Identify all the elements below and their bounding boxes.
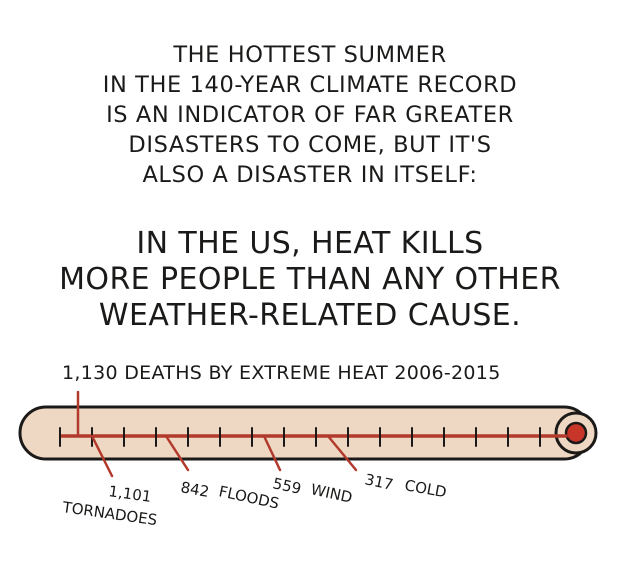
cold-leader-line (326, 434, 358, 472)
tick-marks (59, 427, 541, 447)
intro-line: IS AN INDICATOR OF FAR GREATER (106, 102, 514, 128)
intro-line: THE HOTTEST SUMMER (173, 42, 447, 68)
cold-label: COLD (403, 476, 448, 501)
intro-line: ALSO A DISASTER IN ITSELF: (142, 162, 478, 188)
headline-line: WEATHER-RELATED CAUSE. (98, 298, 522, 333)
wind-value: 559 (271, 474, 303, 498)
intro-line: DISASTERS TO COME, BUT IT'S (128, 132, 492, 158)
floods-value: 842 (179, 478, 210, 501)
leader-lines (76, 390, 358, 478)
floods-leader-line (164, 434, 190, 472)
headline-line: IN THE US, HEAT KILLS (136, 226, 484, 261)
heat-deaths-label: 1,130 DEATHS BY EXTREME HEAT 2006-2015 (62, 362, 501, 384)
headline: IN THE US, HEAT KILLS MORE PEOPLE THAN A… (40, 226, 580, 334)
cold-value: 317 (363, 470, 395, 494)
marker-labels: 1,101 TORNADOES 842 FLOODS 559 WIND 317 … (60, 470, 448, 529)
wind-leader-line (262, 434, 282, 472)
headline-line: MORE PEOPLE THAN ANY OTHER (59, 262, 561, 297)
tornadoes-value: 1,101 (107, 482, 152, 506)
wind-label: WIND (309, 480, 354, 506)
thermometer-tube (18, 405, 592, 461)
intro-text: THE HOTTEST SUMMER IN THE 140-YEAR CLIMA… (60, 40, 560, 190)
intro-line: IN THE 140-YEAR CLIMATE RECORD (102, 72, 518, 98)
floods-label: FLOODS (217, 482, 281, 512)
thermometer-bulb (564, 421, 588, 445)
tornadoes-leader-line (90, 434, 114, 478)
